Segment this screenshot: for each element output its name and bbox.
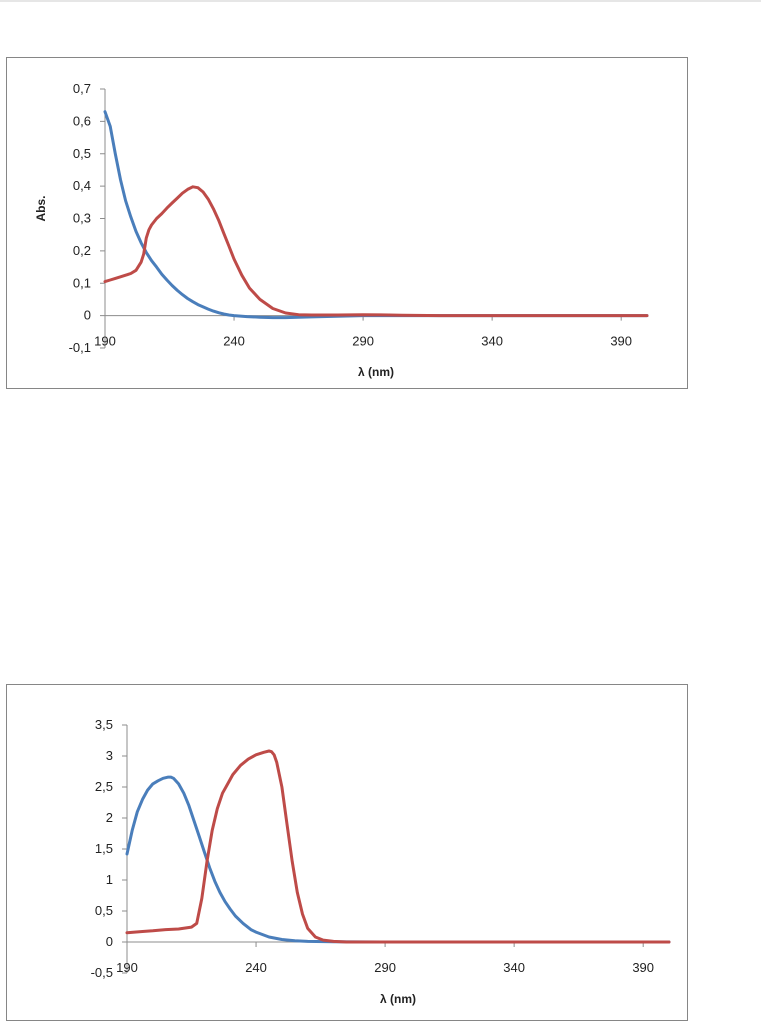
- chart-2-frame: -0,5 0 0,5 1 1,5 2 2,5 3 3,5 190 240 290 340 390 λ (nm…: [6, 684, 688, 1021]
- chart-1-y-tick-label: 0,4: [73, 178, 91, 193]
- chart-2-y-tick-label: 3,5: [95, 717, 113, 732]
- chart-1-y-tick-label: 0,1: [73, 275, 91, 290]
- chart-2-y-tick-label: 0: [106, 934, 113, 949]
- chart-2-y-tick-label: 3: [106, 748, 113, 763]
- chart-1-y-tick-label: 0: [84, 308, 91, 323]
- chart-1-series-2-line: [103, 185, 649, 318]
- chart-1-series-1-line: [103, 110, 649, 320]
- chart-2-series-2-line: [125, 749, 671, 944]
- chart-1-x-tick-label: 240: [223, 334, 245, 349]
- chart-2-y-tick-label: 1: [106, 872, 113, 887]
- chart-1-x-tick-label: 390: [610, 334, 632, 349]
- chart-1-x-tick-label: 290: [352, 334, 374, 349]
- chart-2-x-tick-label: 340: [503, 960, 525, 975]
- chart-1-x-tick-label: 190: [94, 334, 116, 349]
- chart-2-x-tick-label: 190: [116, 960, 138, 975]
- chart-1-y-tick-label: -0,1: [69, 340, 91, 355]
- chart-2-svg: -0,5 0 0,5 1 1,5 2 2,5 3 3,5 190 240 290 340 390 λ (nm…: [91, 717, 671, 1006]
- chart-2-y-tick-label: 2: [106, 810, 113, 825]
- chart-1-y-tick-label: 0,6: [73, 113, 91, 128]
- chart-2-y-tick-label: 2,5: [95, 779, 113, 794]
- chart-2-x-tick-label: 390: [632, 960, 654, 975]
- chart-1-y-tick-label: 0,2: [73, 243, 91, 258]
- chart-2-x-tick-label: 240: [245, 960, 267, 975]
- chart-1-y-tick-label: 0,5: [73, 146, 91, 161]
- chart-2-y-tick-label: -0,5: [91, 965, 113, 980]
- chart-2-y-tick-label: 1,5: [95, 841, 113, 856]
- chart-2-x-tick-label: 290: [374, 960, 396, 975]
- chart-1-y-tick-label: 0,7: [73, 81, 91, 96]
- chart-1-x-axis-title: λ (nm): [358, 365, 394, 379]
- top-rule: [0, 0, 761, 2]
- chart-2-x-axis-title: λ (nm): [380, 992, 416, 1006]
- chart-1-x-tick-label: 340: [481, 334, 503, 349]
- chart-1-svg: -0,1 0 0,1 0,2 0,3 0,4 0,5 0,6 0,7 190 240 290 340 39…: [34, 81, 649, 379]
- chart-1-frame: -0,1 0 0,1 0,2 0,3 0,4 0,5 0,6 0,7 190 240 290 340 39…: [6, 57, 688, 389]
- chart-2-y-tick-label: 0,5: [95, 903, 113, 918]
- chart-1-y-tick-label: 0,3: [73, 211, 91, 226]
- chart-1-y-axis-title: Abs.: [34, 195, 48, 221]
